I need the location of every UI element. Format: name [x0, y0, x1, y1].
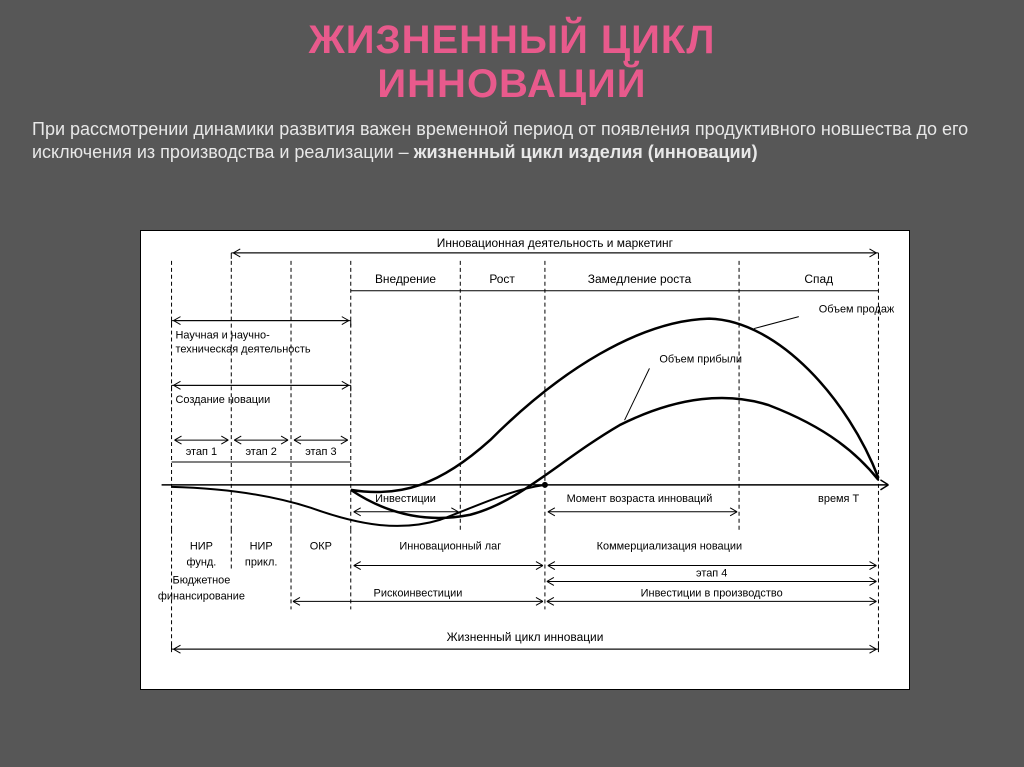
svg-text:Рост: Рост [489, 272, 515, 286]
svg-text:Бюджетное: Бюджетное [173, 574, 231, 586]
lifecycle-diagram: Инновационная деятельность и маркетинг Вн… [140, 230, 910, 690]
svg-text:этап 4: этап 4 [696, 567, 727, 579]
svg-text:техническая деятельность: техническая деятельность [176, 343, 311, 355]
title-line1: ЖИЗНЕННЫЙ ЦИКЛ [0, 18, 1024, 62]
svg-text:этап 3: этап 3 [305, 446, 336, 458]
subtitle-bold: жизненный цикл изделия (инновации) [414, 142, 758, 162]
svg-text:этап 1: этап 1 [186, 446, 217, 458]
svg-text:Жизненный цикл инновации: Жизненный цикл инновации [447, 630, 604, 644]
svg-text:НИР: НИР [190, 541, 213, 553]
svg-text:фунд.: фунд. [187, 557, 217, 569]
svg-text:Инновационный лаг: Инновационный лаг [399, 541, 501, 553]
svg-text:Инвестиции в производство: Инвестиции в производство [641, 587, 783, 599]
svg-text:Объем продаж: Объем продаж [819, 304, 895, 316]
subtitle: При рассмотрении динамики развития важен… [0, 106, 1024, 165]
svg-text:Спад: Спад [804, 272, 833, 286]
svg-text:Момент возраста инноваций: Момент возраста инноваций [567, 493, 713, 505]
svg-text:ОКР: ОКР [310, 541, 332, 553]
svg-text:Рискоинвестиции: Рискоинвестиции [374, 587, 463, 599]
title-line2: ИННОВАЦИЙ [0, 62, 1024, 106]
svg-text:Внедрение: Внедрение [375, 272, 436, 286]
svg-text:прикл.: прикл. [245, 557, 277, 569]
svg-text:Замедление роста: Замедление роста [588, 272, 692, 286]
svg-text:Объем прибыли: Объем прибыли [659, 353, 742, 365]
svg-text:финансирование: финансирование [158, 590, 245, 602]
svg-text:Инвестиции: Инвестиции [375, 493, 436, 505]
svg-text:Создание новации: Создание новации [176, 394, 271, 406]
svg-text:Коммерциализация новации: Коммерциализация новации [597, 541, 742, 553]
svg-text:Научная и научно-: Научная и научно- [176, 330, 271, 342]
svg-text:НИР: НИР [250, 541, 273, 553]
svg-text:этап 2: этап 2 [245, 446, 276, 458]
svg-text:Инновационная деятельность и м: Инновационная деятельность и маркетинг [437, 236, 673, 250]
svg-text:время Т: время Т [818, 493, 859, 505]
